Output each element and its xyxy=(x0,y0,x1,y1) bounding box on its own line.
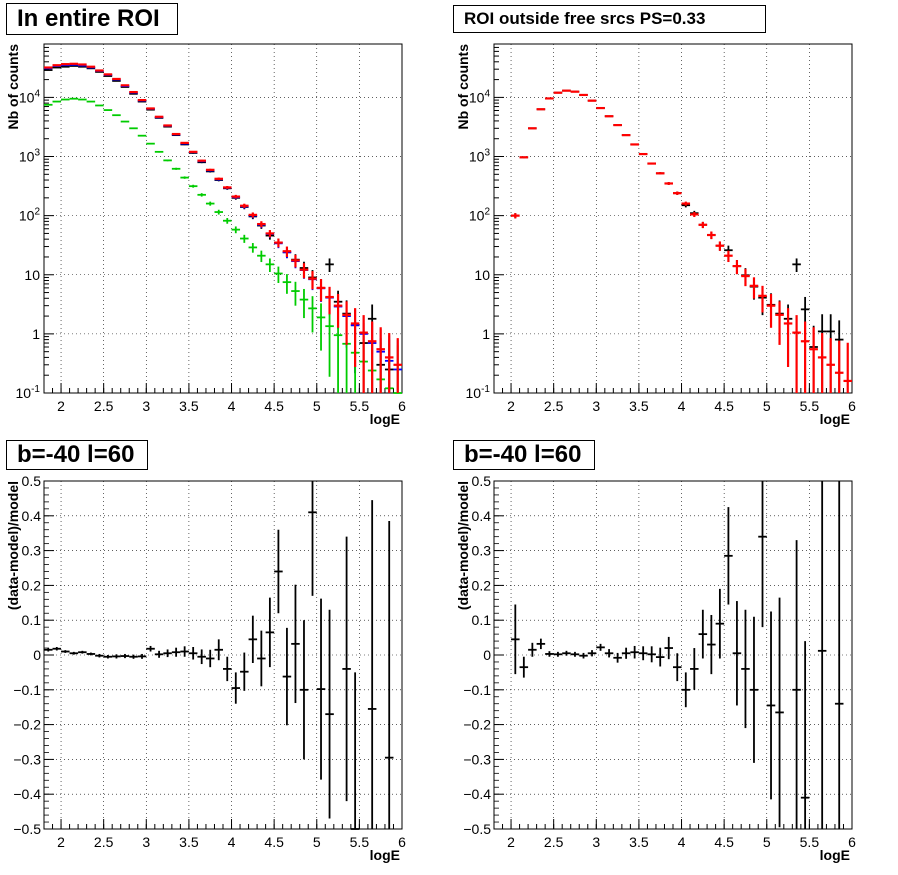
plot-group xyxy=(493,480,853,830)
x-tick-label: 4.5 xyxy=(264,398,284,414)
x-tick-label: 6 xyxy=(398,398,406,414)
y-tick-label: 0.3 xyxy=(472,543,492,559)
y-tick-label: −0.3 xyxy=(13,751,41,767)
x-tick-label: 3.5 xyxy=(179,398,199,414)
x-tick-label: 3.5 xyxy=(629,834,649,850)
y-tick-label: 0.5 xyxy=(22,473,42,489)
x-tick-label: 2 xyxy=(507,398,515,414)
y-tick-label: 1 xyxy=(32,326,40,342)
x-tick-label: 5 xyxy=(313,398,321,414)
y-tick-label: −0.1 xyxy=(13,682,41,698)
y-tick-label: 104 xyxy=(469,88,491,105)
y-tick-label: −0.5 xyxy=(13,821,41,837)
y-axis-title: (data-model)/model xyxy=(5,481,21,610)
plot-group xyxy=(493,43,853,394)
y-tick-label: 10-1 xyxy=(466,384,491,401)
x-tick-label: 4.5 xyxy=(714,834,734,850)
y-tick-label: 0.1 xyxy=(472,612,492,628)
y-tick-label: 102 xyxy=(19,207,41,224)
x-axis-title: logE xyxy=(370,411,400,427)
x-tick-label: 5 xyxy=(763,398,771,414)
y-tick-label: 1 xyxy=(482,326,490,342)
pad-title-top-left: In entire ROI xyxy=(6,3,178,35)
x-axis-title: logE xyxy=(820,847,850,863)
x-tick-label: 4 xyxy=(678,834,686,850)
pad-title-bottom-right: b=-40 l=60 xyxy=(453,440,595,470)
x-tick-label: 3.5 xyxy=(179,834,199,850)
x-tick-label: 3 xyxy=(592,834,600,850)
x-tick-label: 6 xyxy=(398,834,406,850)
y-tick-label: −0.2 xyxy=(463,717,491,733)
y-tick-label: 0.2 xyxy=(472,577,492,593)
x-axis-title: logE xyxy=(370,847,400,863)
x-tick-label: 2 xyxy=(57,834,65,850)
plot-group xyxy=(43,480,403,830)
y-tick-label: 0.2 xyxy=(22,577,42,593)
x-tick-label: 5 xyxy=(763,834,771,850)
y-tick-label: −0.4 xyxy=(13,786,41,802)
x-tick-label: 5.5 xyxy=(350,834,370,850)
x-tick-label: 2.5 xyxy=(94,834,114,850)
x-tick-label: 4.5 xyxy=(714,398,734,414)
y-tick-label: −0.3 xyxy=(463,751,491,767)
plot-group xyxy=(43,43,403,394)
y-tick-label: 0.4 xyxy=(22,508,42,524)
x-tick-label: 5 xyxy=(313,834,321,850)
x-tick-label: 4 xyxy=(678,398,686,414)
y-tick-label: 102 xyxy=(469,207,491,224)
x-tick-label: 3 xyxy=(142,834,150,850)
x-tick-label: 2.5 xyxy=(94,398,114,414)
x-tick-label: 4.5 xyxy=(264,834,284,850)
y-tick-label: 0 xyxy=(483,647,491,663)
y-tick-label: 104 xyxy=(19,88,41,105)
x-tick-label: 3.5 xyxy=(629,398,649,414)
y-axis-title: Nb of counts xyxy=(5,44,21,130)
y-tick-label: 0.4 xyxy=(472,508,492,524)
plot-frame xyxy=(43,43,403,394)
y-tick-label: 103 xyxy=(469,148,491,165)
x-tick-label: 6 xyxy=(848,834,856,850)
x-tick-label: 6 xyxy=(848,398,856,414)
plot-frame xyxy=(493,43,853,394)
y-tick-label: 0 xyxy=(33,647,41,663)
x-tick-label: 4 xyxy=(228,398,236,414)
y-axis-title: Nb of counts xyxy=(455,44,471,130)
x-tick-label: 2 xyxy=(507,834,515,850)
y-tick-label: 10 xyxy=(474,267,490,283)
y-axis-title: (data-model)/model xyxy=(455,481,471,610)
y-tick-label: −0.4 xyxy=(463,786,491,802)
y-tick-label: 10 xyxy=(24,267,40,283)
x-tick-label: 5.5 xyxy=(350,398,370,414)
x-tick-label: 5.5 xyxy=(800,398,820,414)
x-axis-title: logE xyxy=(820,411,850,427)
y-tick-label: −0.5 xyxy=(463,821,491,837)
x-tick-label: 2 xyxy=(57,398,65,414)
pad-title-top-right: ROI outside free srcs PS=0.33 xyxy=(453,5,766,33)
pad-title-bottom-left: b=-40 l=60 xyxy=(6,440,148,470)
y-tick-label: −0.1 xyxy=(463,682,491,698)
x-tick-label: 3 xyxy=(592,398,600,414)
x-tick-label: 4 xyxy=(228,834,236,850)
x-tick-label: 5.5 xyxy=(800,834,820,850)
y-tick-label: 0.3 xyxy=(22,543,42,559)
y-tick-label: 103 xyxy=(19,148,41,165)
y-tick-label: 10-1 xyxy=(16,384,41,401)
x-tick-label: 2.5 xyxy=(544,834,564,850)
x-tick-label: 2.5 xyxy=(544,398,564,414)
x-tick-label: 3 xyxy=(142,398,150,414)
y-tick-label: 0.1 xyxy=(22,612,42,628)
y-tick-label: 0.5 xyxy=(472,473,492,489)
y-tick-label: −0.2 xyxy=(13,717,41,733)
